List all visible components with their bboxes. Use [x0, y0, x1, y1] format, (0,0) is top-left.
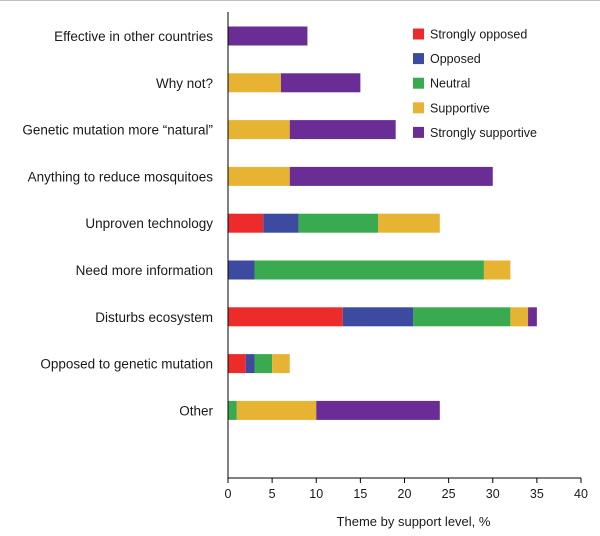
bar-segment-opposed	[342, 307, 414, 327]
x-tick-label: 0	[225, 487, 232, 501]
bar-segment-strongly-opposed	[228, 354, 246, 374]
bar-segment-strongly-opposed	[228, 307, 343, 327]
bar-segment-supportive	[228, 73, 281, 93]
bars-group	[228, 26, 537, 420]
legend-swatch-neutral	[413, 77, 424, 89]
category-label: Genetic mutation more “natural”	[22, 123, 213, 138]
legend-label-opposed: Opposed	[430, 52, 481, 66]
x-tick-label: 35	[530, 487, 544, 501]
bar-segment-neutral	[298, 213, 379, 233]
bar-segment-supportive	[228, 166, 290, 186]
x-tick-label: 25	[442, 487, 456, 501]
bar-segment-supportive	[228, 120, 290, 140]
bar-segment-strongly-supportive	[528, 307, 537, 327]
category-label: Effective in other countries	[54, 29, 213, 44]
category-label: Disturbs ecosystem	[95, 310, 213, 325]
bar-segment-neutral	[228, 400, 237, 420]
x-tick-label: 40	[574, 487, 588, 501]
bar-segment-neutral	[413, 307, 511, 327]
bar-segment-strongly-supportive	[280, 73, 361, 93]
bar-segment-strongly-supportive	[289, 166, 493, 186]
bar-segment-opposed	[245, 354, 255, 374]
x-axis-title: Theme by support level, %	[337, 514, 491, 529]
category-label: Opposed to genetic mutation	[40, 357, 213, 372]
bar-segment-supportive	[510, 307, 529, 327]
bar-segment-neutral	[254, 260, 484, 280]
legend-swatch-strongly-supportive	[413, 126, 424, 138]
legend-swatch-opposed	[413, 53, 424, 65]
bar-segment-supportive	[236, 400, 317, 420]
bar-segment-strongly-supportive	[228, 26, 308, 46]
bar-segment-strongly-opposed	[228, 213, 264, 233]
category-labels: Effective in other countries Why not? Gene…	[22, 29, 213, 418]
bar-segment-opposed	[228, 260, 255, 280]
legend-label-supportive: Supportive	[430, 101, 490, 115]
bar-segment-strongly-supportive	[316, 400, 440, 420]
bar-segment-supportive	[272, 354, 290, 374]
legend-swatch-supportive	[413, 102, 424, 114]
category-label: Unproven technology	[85, 216, 213, 231]
x-axis-ticks: 0 5 10 15 20 25 30 35 40	[225, 478, 588, 501]
category-label: Need more information	[76, 263, 213, 278]
category-label: Why not?	[156, 76, 213, 91]
x-tick-label: 20	[398, 487, 412, 501]
legend-label-strongly-opposed: Strongly opposed	[430, 28, 527, 42]
legend-label-neutral: Neutral	[430, 77, 470, 91]
bar-segment-neutral	[254, 354, 273, 374]
category-label: Anything to reduce mosquitoes	[28, 169, 214, 184]
x-tick-label: 15	[353, 487, 367, 501]
x-tick-label: 5	[269, 487, 276, 501]
bar-segment-supportive	[483, 260, 511, 280]
bar-segment-supportive	[378, 213, 440, 233]
legend-label-strongly-supportive: Strongly supportive	[430, 126, 537, 140]
legend: Strongly opposed Opposed Neutral Supportive…	[413, 28, 537, 140]
category-label: Other	[179, 403, 213, 418]
bar-segment-strongly-supportive	[289, 120, 396, 140]
x-tick-label: 10	[309, 487, 323, 501]
legend-swatch-strongly-opposed	[413, 28, 424, 40]
bar-segment-opposed	[263, 213, 299, 233]
x-tick-label: 30	[486, 487, 500, 501]
